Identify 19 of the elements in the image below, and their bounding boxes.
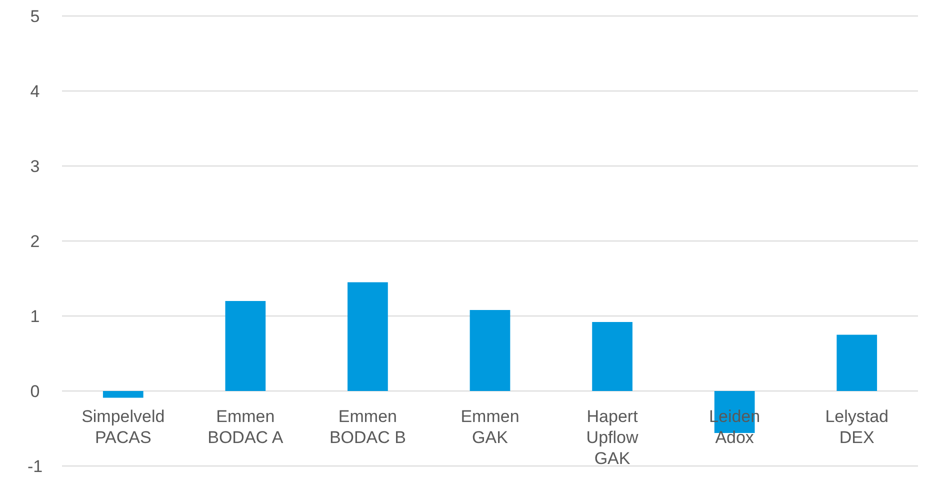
x-tick-label: Emmen BODAC A [208, 407, 284, 447]
bar [348, 282, 388, 391]
x-tick-label: Lelystad DEX [825, 407, 889, 447]
x-tick-label: Hapert Upflow GAK [586, 407, 639, 468]
y-tick-label: 5 [30, 6, 40, 26]
y-tick-label: -1 [27, 456, 43, 476]
y-tick-label: 0 [30, 382, 40, 401]
x-tick-label: Emmen GAK [460, 407, 520, 447]
bar [102, 391, 144, 398]
bar [592, 322, 632, 391]
bar [225, 301, 266, 391]
x-tick-label: Emmen BODAC B [329, 407, 406, 447]
y-tick-label: 1 [30, 306, 40, 326]
y-tick-label: 4 [30, 82, 40, 101]
y-tick-label: 3 [30, 156, 40, 176]
bar [470, 310, 510, 391]
y-tick-label: 2 [30, 232, 40, 251]
bar [836, 334, 878, 391]
x-tick-label: Simpelveld PACAS [82, 407, 165, 447]
